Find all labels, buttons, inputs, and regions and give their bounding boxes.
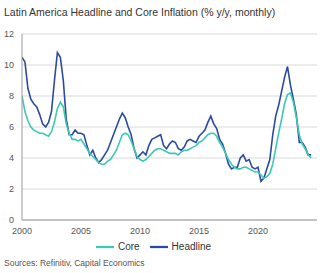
svg-text:2005: 2005 bbox=[71, 226, 91, 236]
html-text:Core: Core bbox=[117, 240, 140, 252]
html-text:Latin America Headline and Cor: Latin America Headline and Core Inflatio… bbox=[4, 6, 276, 18]
svg-text:6: 6 bbox=[9, 122, 14, 132]
svg-text:2: 2 bbox=[9, 184, 14, 194]
html-text:Sources: Refinitiv, Capital Ec: Sources: Refinitiv, Capital Economics bbox=[4, 258, 145, 268]
svg-text:8: 8 bbox=[9, 91, 14, 101]
svg-text:10: 10 bbox=[8, 60, 14, 70]
svg-text:12: 12 bbox=[8, 29, 14, 39]
svg-text:2020: 2020 bbox=[248, 226, 268, 236]
svg-text:2015: 2015 bbox=[189, 226, 209, 236]
svg-text:2000: 2000 bbox=[12, 226, 32, 236]
html-text:Headline: Headline bbox=[171, 240, 212, 252]
svg-text:0: 0 bbox=[9, 215, 14, 225]
svg-text:4: 4 bbox=[9, 153, 14, 163]
svg-text:2010: 2010 bbox=[130, 226, 150, 236]
